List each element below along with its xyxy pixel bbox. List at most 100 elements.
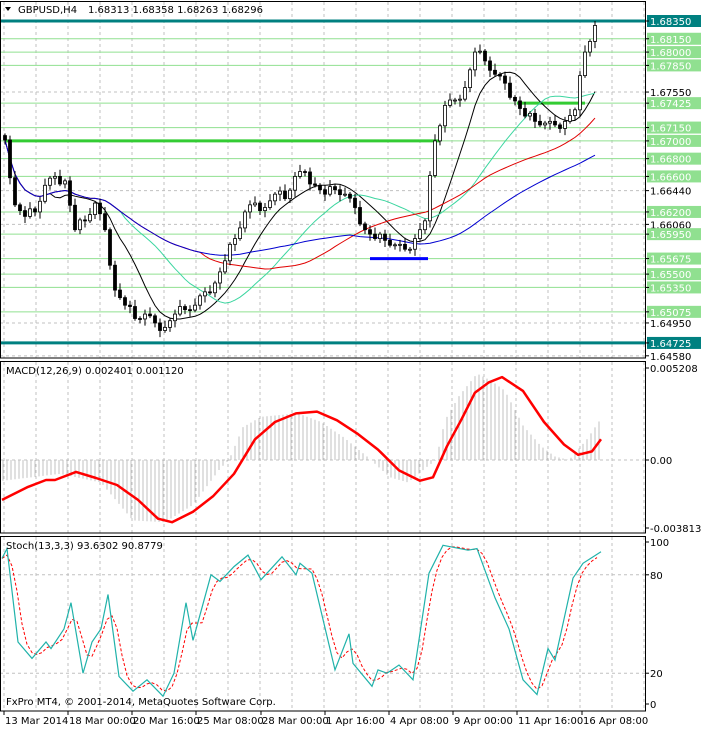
candles — [3, 21, 597, 338]
candle-body — [38, 200, 42, 213]
ma-black-line — [4, 71, 596, 320]
stoch-header: Stoch(13,3,3) 93.6302 90.8779 — [6, 541, 163, 552]
candle-body — [338, 189, 342, 196]
candle-body — [203, 291, 207, 297]
candle-body — [368, 229, 372, 235]
candle-body — [393, 244, 397, 247]
price-axis-label: 1.66440 — [650, 187, 691, 198]
candle-body — [103, 213, 107, 231]
macd-axis-label: 0.005208 — [650, 364, 698, 375]
candle-body — [363, 223, 367, 231]
candle-body — [478, 50, 482, 53]
candle-body — [413, 238, 417, 250]
candle-body — [33, 208, 37, 213]
stochastic-pane — [1, 544, 602, 698]
candle-body — [268, 200, 272, 208]
price-axis-label: 1.64950 — [650, 319, 691, 330]
green-level-label: 1.67850 — [650, 61, 691, 72]
green-level-label-bg — [647, 252, 701, 265]
candle-body — [353, 197, 357, 208]
green-level-label: 1.65350 — [650, 283, 691, 294]
green-level-label-bg — [647, 305, 701, 318]
green-level-label-bg — [647, 281, 701, 294]
moving-averages — [4, 71, 596, 320]
candle-body — [388, 239, 392, 246]
candle-body — [533, 112, 537, 122]
symbol-timeframe: GBPUSD,H4 — [18, 5, 77, 16]
stoch-axis-label: 20 — [650, 669, 663, 680]
time-axis-label: 1 Apr 16:00 — [326, 716, 385, 727]
pane-border — [0, 536, 646, 712]
green-level-label-bg — [647, 59, 701, 72]
candle-body — [358, 207, 362, 225]
candle-body — [168, 320, 172, 328]
green-level-label-bg — [647, 121, 701, 134]
candle-body — [223, 260, 227, 273]
candle-body — [273, 193, 277, 202]
candle-body — [63, 180, 67, 185]
macd-signal-line — [1, 375, 603, 524]
candle-body — [553, 120, 557, 126]
stoch-axis-label: 80 — [650, 571, 663, 582]
dropdown-triangle-icon[interactable] — [5, 7, 11, 11]
stoch-axis-label: 0 — [650, 700, 656, 711]
candle-body — [253, 202, 257, 206]
candle-body — [498, 73, 502, 77]
candle-body — [68, 180, 72, 206]
candle-body — [513, 96, 517, 102]
candle-body — [593, 25, 597, 42]
time-axis-label: 16 Apr 08:00 — [583, 716, 648, 727]
green-level-label-bg — [647, 152, 701, 165]
candle-body — [93, 202, 97, 216]
green-level-label: 1.67000 — [650, 137, 691, 148]
candle-body — [153, 315, 157, 324]
candle-body — [318, 184, 322, 191]
candle-body — [543, 122, 547, 126]
candle-body — [463, 87, 467, 100]
candle-body — [583, 51, 587, 77]
candle-body — [298, 171, 302, 177]
candle-body — [28, 208, 32, 217]
macd-axis-label: -0.003813 — [650, 524, 701, 535]
stoch-axis-label: 100 — [650, 538, 669, 549]
teal-level-label: 1.64725 — [650, 339, 691, 350]
candle-body — [523, 108, 527, 117]
copyright-text: FxPro MT4, © 2001-2014, MetaQuotes Softw… — [6, 697, 276, 708]
candle-body — [448, 99, 452, 106]
green-level-label: 1.67150 — [650, 124, 691, 135]
teal-level-label: 1.68350 — [650, 17, 691, 28]
candle-body — [458, 98, 462, 101]
ma-blue-line — [4, 139, 596, 256]
green-level-label: 1.65075 — [650, 308, 691, 319]
candle-body — [493, 69, 497, 75]
candle-body — [438, 125, 442, 142]
candle-body — [73, 204, 77, 231]
green-level-label: 1.65500 — [650, 270, 691, 281]
green-level-label-bg — [647, 97, 701, 110]
candle-body — [528, 112, 532, 117]
candle-body — [173, 313, 177, 322]
candle-body — [488, 60, 492, 71]
green-level-label-bg — [647, 134, 701, 147]
green-level-label-bg — [647, 228, 701, 241]
candle-body — [303, 171, 307, 173]
candle-body — [588, 41, 592, 53]
green-level-label-bg — [647, 32, 701, 45]
ohlc-values: 1.68313 1.68358 1.68263 1.68296 — [88, 5, 263, 16]
candle-body — [548, 120, 552, 124]
stoch-main-line — [1, 544, 602, 698]
green-level-label-bg — [647, 205, 701, 218]
candle-body — [453, 99, 457, 102]
candle-body — [418, 229, 422, 239]
candle-body — [98, 202, 102, 215]
time-axis-label: 4 Apr 08:00 — [390, 716, 449, 727]
green-level-label: 1.65675 — [650, 255, 691, 266]
pane-border — [0, 1, 646, 359]
candle-body — [138, 318, 142, 320]
candle-body — [383, 233, 387, 241]
price-axis: 1.67550 1.66440 1.66060 1.64950 1.64580 1.681… — [3, 15, 701, 727]
macd-pane — [1, 374, 603, 524]
candle-body — [213, 282, 217, 294]
candle-body — [563, 120, 567, 129]
